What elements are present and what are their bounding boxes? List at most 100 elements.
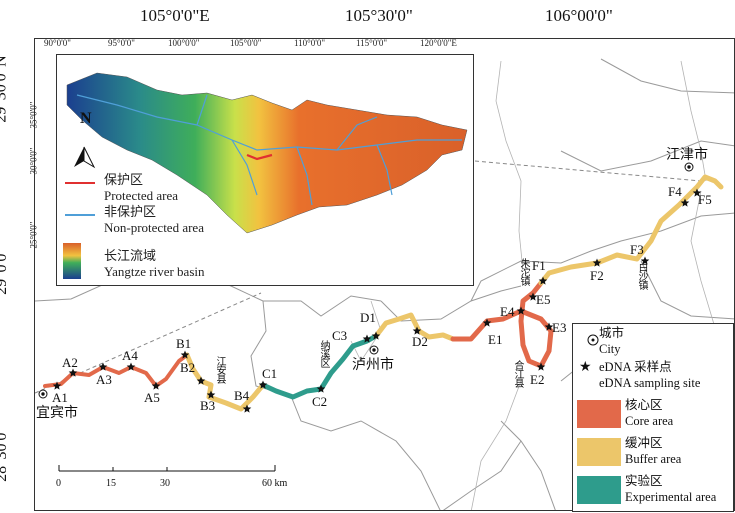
sampling-star-e2	[536, 362, 546, 371]
scale-tick-60: 60 km	[262, 478, 288, 489]
inset-basin-svg	[63, 72, 468, 279]
inset-lon-95: 95°0'0"	[108, 38, 135, 48]
inset-map: 90°0'0"	[56, 54, 474, 286]
scale-tick-15: 15	[106, 478, 116, 489]
inset-lon-120: 120°0'0"E	[420, 38, 457, 48]
sampling-star-f3	[640, 256, 650, 265]
sampling-star-b4	[242, 404, 252, 413]
inset-lon-110: 110°0'0"	[294, 38, 326, 48]
sampling-star-d1	[371, 331, 381, 340]
town-label-naxi: 纳溪区	[318, 340, 329, 367]
legend-edna-en: eDNA sampling site	[599, 376, 701, 390]
legend-experimental-en: Experimental area	[625, 490, 717, 504]
site-label-f4: F4	[668, 184, 682, 199]
lat-label-29: 29°0'0"	[0, 247, 10, 295]
site-label-f3: F3	[630, 242, 644, 257]
legend-experimental-cn: 实验区	[625, 474, 663, 488]
site-label-e5: E5	[536, 292, 551, 307]
sampling-star-e3	[544, 322, 554, 331]
legend-city-en: City	[599, 342, 621, 356]
site-label-f2: F2	[590, 268, 604, 283]
inset-legend-protected-en: Protected area	[104, 188, 178, 203]
site-label-a4: A4	[122, 348, 138, 363]
sampling-star-f5	[692, 188, 702, 197]
inset-lat-25: 25°0'0"	[28, 221, 39, 249]
sampling-star-c2	[316, 384, 326, 393]
lat-label-29-30: 29°30'0"N	[0, 55, 10, 123]
legend-experimental-swatch	[577, 476, 621, 504]
scale-bar	[58, 465, 276, 472]
lon-label-105: 105°0'0"E	[140, 6, 210, 25]
city-markers	[38, 162, 694, 399]
buffer-zone-d	[373, 312, 456, 342]
site-label-b4: B4	[234, 388, 250, 403]
tributaries	[350, 60, 717, 510]
sampling-star-e4	[516, 306, 526, 315]
town-label-hejiang: 合江县	[512, 360, 523, 387]
site-label-e3: E3	[552, 320, 567, 335]
sampling-star-f4	[680, 198, 690, 207]
legend-symbols	[587, 334, 599, 346]
north-label: N	[80, 110, 92, 127]
buffer-zone-f	[538, 174, 724, 286]
town-label-baisha: 白沙镇	[636, 262, 647, 289]
sampling-star-f1	[538, 276, 548, 285]
inset-lon-90: 90°0'0"	[44, 38, 71, 48]
lat-label-28-30: 28°30'0"	[0, 426, 10, 482]
north-arrow-icon	[74, 146, 96, 169]
town-label-zhutuo: 朱沱镇	[518, 258, 529, 285]
site-label-b1: B1	[176, 336, 192, 351]
site-label-e1: E1	[488, 332, 503, 347]
legend-core-en: Core area	[625, 414, 674, 428]
legend-buffer-swatch	[577, 438, 621, 466]
sampling-star-b1	[180, 350, 190, 359]
inset-legend-protected-cn: 保护区	[104, 172, 144, 187]
sampling-star-a3	[98, 362, 108, 371]
sampling-points	[52, 188, 702, 413]
site-label-a3: A3	[96, 372, 112, 387]
sampling-star-f2	[592, 258, 602, 267]
sampling-star-a2	[68, 368, 78, 377]
inset-lat-30: 30°0'0"	[28, 147, 39, 175]
site-label-c3: C3	[332, 328, 348, 343]
legend-buffer-cn: 缓冲区	[625, 436, 663, 450]
site-label-b3: B3	[200, 398, 216, 413]
site-label-d2: D2	[412, 334, 428, 349]
site-label-c2: C2	[312, 394, 328, 409]
site-label-a2: A2	[62, 355, 78, 370]
scale-tick-0: 0	[56, 478, 61, 489]
legend-core-swatch	[577, 400, 621, 428]
sampling-star-a5	[151, 381, 161, 390]
sampling-star-e5	[528, 292, 538, 301]
inset-legend-nonprotected-en: Non-protected area	[104, 220, 204, 235]
base-map	[35, 58, 734, 510]
site-label-d1: D1	[360, 310, 376, 325]
core-zone-e	[450, 280, 554, 369]
site-label-f5: F5	[698, 192, 712, 207]
site-label-e4: E4	[500, 304, 515, 319]
town-label-jiangan: 江安县	[214, 356, 225, 383]
site-label-c1: C1	[262, 366, 278, 381]
site-label-b2: B2	[180, 360, 196, 375]
sampling-star-d2	[412, 326, 422, 335]
site-label-e2: E2	[530, 372, 545, 387]
legend-edna-cn: eDNA 采样点	[599, 360, 672, 374]
sampling-star-c3	[362, 334, 372, 343]
site-label-f1: F1	[532, 258, 546, 273]
map-legend: 城市 City ★ eDNA 采样点 eDNA sampling site 核心…	[572, 323, 734, 512]
lon-label-105-30: 105°30'0"	[345, 6, 413, 25]
sampling-star-b2	[196, 376, 206, 385]
sampling-star-a4	[126, 362, 136, 371]
scale-tick-30: 30	[160, 478, 170, 489]
site-label-a5: A5	[144, 390, 160, 405]
legend-core-cn: 核心区	[625, 398, 663, 412]
sampling-star-a1	[52, 381, 62, 390]
legend-city-cn: 城市	[599, 326, 625, 340]
city-label-yibin: 宜宾市	[36, 406, 78, 421]
site-label-a1: A1	[52, 390, 68, 405]
inset-lon-105: 105°0'0"	[230, 38, 262, 48]
inset-lon-115: 115°0'0"	[356, 38, 388, 48]
sampling-star-e1	[482, 318, 492, 327]
experimental-zone-c	[260, 333, 379, 400]
river-zones	[43, 174, 724, 412]
